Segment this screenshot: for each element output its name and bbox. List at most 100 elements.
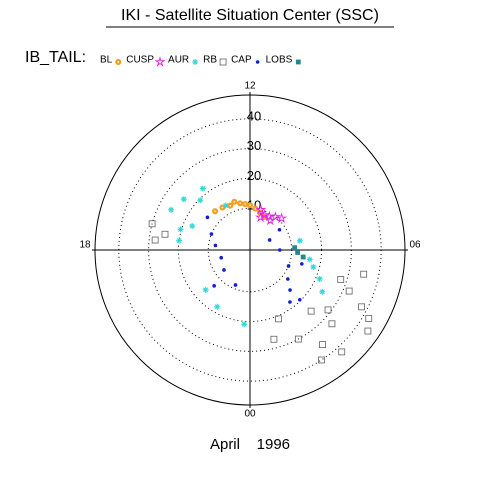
data-point [168, 206, 175, 213]
data-point [222, 268, 226, 272]
asterisk [199, 185, 206, 192]
data-point [306, 256, 313, 263]
star [255, 203, 267, 215]
asterisk [241, 321, 248, 328]
square [307, 307, 315, 315]
data-point [319, 341, 326, 348]
data-point [264, 214, 276, 226]
star [264, 214, 276, 226]
data-point [328, 320, 336, 328]
dot [297, 297, 302, 302]
legend-marker [154, 56, 166, 67]
angle-tick-label: 06 [409, 240, 421, 251]
grid-circle [177, 177, 323, 323]
data-point [189, 223, 196, 230]
sun-core [213, 209, 217, 214]
data-point [237, 200, 244, 207]
sun-core [243, 202, 248, 206]
dot [212, 284, 216, 288]
data-point [233, 283, 238, 287]
asterisk [319, 288, 326, 295]
square [270, 335, 278, 343]
data-point [286, 264, 291, 268]
star [276, 212, 288, 224]
dot [222, 268, 226, 272]
sun-core [238, 201, 242, 206]
legend-label: CAP [231, 55, 252, 66]
angle-tick-label: 18 [79, 240, 91, 251]
square [358, 303, 365, 311]
asterisk [222, 202, 229, 209]
square [300, 254, 306, 260]
square [148, 220, 156, 228]
grid-circle [148, 148, 352, 352]
asterisk [316, 275, 323, 282]
data-point [199, 185, 206, 192]
asterisk [176, 237, 183, 244]
asterisk [180, 196, 187, 203]
data-point [241, 321, 248, 328]
asterisk [296, 237, 303, 244]
data-point [345, 287, 353, 295]
data-point [365, 315, 373, 322]
dot [255, 60, 260, 64]
data-point [296, 237, 303, 244]
dot [278, 248, 282, 252]
dot [233, 283, 238, 287]
square [318, 356, 325, 364]
star [255, 211, 267, 223]
data-point [276, 212, 288, 224]
asterisk [310, 263, 317, 270]
data-point [270, 335, 278, 343]
dot [267, 238, 272, 242]
square [365, 315, 373, 322]
legend-label: CUSP [126, 55, 154, 66]
dot [300, 262, 304, 266]
square [328, 320, 336, 328]
asterisk [189, 223, 196, 230]
data-point [364, 327, 372, 335]
angle-tick-label: 00 [244, 409, 256, 420]
data-point [294, 335, 302, 343]
data-point [269, 211, 281, 222]
data-point [214, 303, 221, 310]
data-point [267, 238, 272, 242]
data-point [338, 348, 346, 356]
data-point [337, 276, 345, 283]
data-point [148, 220, 156, 228]
data-point [295, 250, 301, 255]
data-point [360, 270, 368, 278]
data-point [247, 202, 253, 209]
data-point [358, 303, 365, 311]
date-label: April 1996 [210, 436, 290, 453]
legend-label: BL [100, 55, 113, 66]
data-point [212, 208, 219, 215]
square [151, 236, 159, 244]
data-point [177, 226, 184, 233]
data-point [197, 197, 204, 204]
data-point [318, 356, 325, 364]
legend-label: AUR [168, 55, 189, 66]
sun-core [232, 199, 237, 204]
data-point [278, 248, 282, 252]
data-point [255, 203, 267, 215]
data-point [222, 202, 229, 209]
square [275, 315, 282, 323]
legend-marker [295, 59, 301, 65]
square [338, 348, 346, 356]
dot [219, 255, 224, 260]
data-point [213, 243, 218, 248]
data-point [209, 232, 214, 236]
dot [205, 215, 210, 220]
angle-tick-label: 12 [244, 81, 256, 92]
sun-core [116, 60, 121, 64]
data-point [255, 211, 267, 223]
r-tick-label: 40 [247, 108, 261, 123]
r-tick-label: 30 [247, 138, 261, 153]
data-point [324, 306, 332, 314]
square [161, 230, 169, 238]
data-point [300, 262, 304, 266]
legend-marker [219, 58, 227, 66]
data-point [176, 237, 183, 244]
dot [213, 243, 218, 248]
